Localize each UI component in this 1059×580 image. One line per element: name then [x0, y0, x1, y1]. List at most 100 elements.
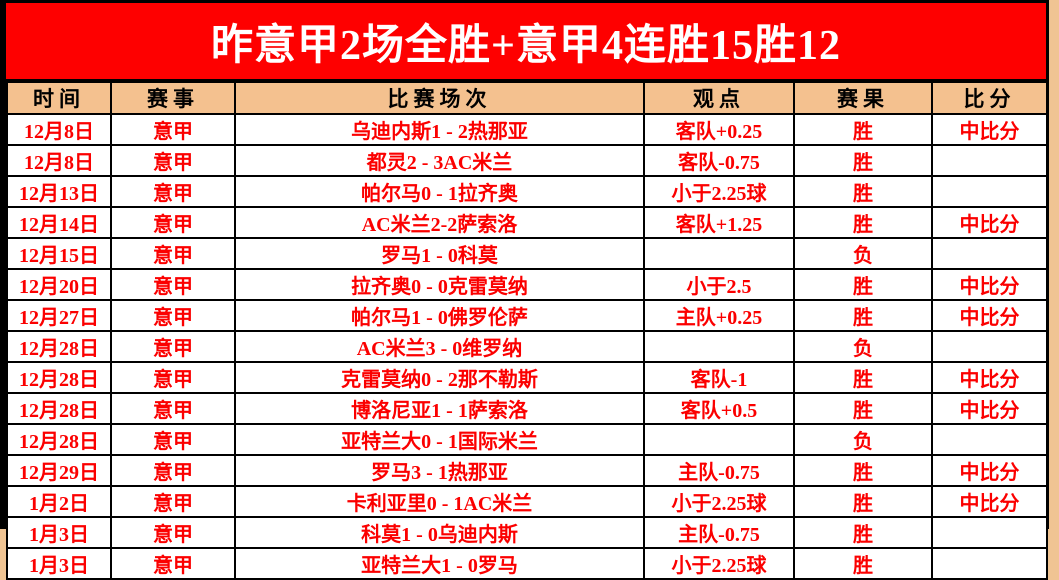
cell-score [931, 516, 1048, 549]
cell-match: 科莫1 - 0乌迪内斯 [234, 516, 645, 549]
cell-match: 亚特兰大1 - 0罗马 [234, 547, 645, 580]
cell-result: 胜 [793, 392, 933, 425]
table-row: 12月29日 意甲 罗马3 - 1热那亚 主队-0.75 胜 中比分 [6, 454, 1048, 487]
cell-view: 主队-0.75 [643, 516, 795, 549]
table-row: 12月28日 意甲 亚特兰大0 - 1国际米兰 负 [6, 423, 1048, 456]
cell-league: 意甲 [110, 268, 236, 301]
cell-date: 12月28日 [6, 392, 112, 425]
cell-match: 罗马3 - 1热那亚 [234, 454, 645, 487]
cell-result: 负 [793, 237, 933, 270]
cell-result: 负 [793, 423, 933, 456]
cell-match: 帕尔马0 - 1拉齐奥 [234, 175, 645, 208]
table-row: 12月20日 意甲 拉齐奥0 - 0克雷莫纳 小于2.5 胜 中比分 [6, 268, 1048, 301]
table-row: 12月28日 意甲 博洛尼亚1 - 1萨索洛 客队+0.5 胜 中比分 [6, 392, 1048, 425]
cell-result: 胜 [793, 268, 933, 301]
table-row: 12月15日 意甲 罗马1 - 0科莫 负 [6, 237, 1048, 270]
cell-score [931, 175, 1048, 208]
cell-result: 负 [793, 330, 933, 363]
cell-result: 胜 [793, 144, 933, 177]
column-header-result: 赛果 [793, 81, 933, 115]
table-header-row: 时间 赛事 比赛场次 观点 赛果 比分 [6, 81, 1048, 115]
table-row: 12月27日 意甲 帕尔马1 - 0佛罗伦萨 主队+0.25 胜 中比分 [6, 299, 1048, 332]
cell-date: 12月13日 [6, 175, 112, 208]
column-header-time: 时间 [6, 81, 112, 115]
cell-result: 胜 [793, 175, 933, 208]
cell-date: 12月8日 [6, 113, 112, 146]
cell-date: 1月3日 [6, 547, 112, 580]
cell-match: 罗马1 - 0科莫 [234, 237, 645, 270]
table-row: 1月3日 意甲 亚特兰大1 - 0罗马 小于2.25球 胜 [6, 547, 1048, 580]
cell-result: 胜 [793, 113, 933, 146]
cell-view [643, 330, 795, 363]
cell-score: 中比分 [931, 268, 1048, 301]
cell-score: 中比分 [931, 454, 1048, 487]
cell-score: 中比分 [931, 299, 1048, 332]
cell-league: 意甲 [110, 144, 236, 177]
cell-match: 拉齐奥0 - 0克雷莫纳 [234, 268, 645, 301]
cell-date: 12月8日 [6, 144, 112, 177]
cell-view: 主队+0.25 [643, 299, 795, 332]
cell-date: 12月27日 [6, 299, 112, 332]
results-table: 时间 赛事 比赛场次 观点 赛果 比分 12月8日 意甲 乌迪内斯1 - 2热那… [6, 81, 1048, 580]
cell-match: 克雷莫纳0 - 2那不勒斯 [234, 361, 645, 394]
cell-league: 意甲 [110, 423, 236, 456]
cell-view: 小于2.5 [643, 268, 795, 301]
cell-result: 胜 [793, 516, 933, 549]
results-table-body: 12月8日 意甲 乌迪内斯1 - 2热那亚 客队+0.25 胜 中比分 12月8… [6, 113, 1048, 580]
cell-result: 胜 [793, 454, 933, 487]
cell-score: 中比分 [931, 485, 1048, 518]
cell-score [931, 144, 1048, 177]
cell-result: 胜 [793, 206, 933, 239]
cell-date: 1月2日 [6, 485, 112, 518]
cell-result: 胜 [793, 485, 933, 518]
cell-score: 中比分 [931, 113, 1048, 146]
cell-date: 12月29日 [6, 454, 112, 487]
cell-view [643, 237, 795, 270]
cell-view: 客队+0.25 [643, 113, 795, 146]
column-header-score: 比分 [931, 81, 1048, 115]
cell-score: 中比分 [931, 392, 1048, 425]
cell-score [931, 423, 1048, 456]
cell-date: 1月3日 [6, 516, 112, 549]
cell-match: AC米兰2-2萨索洛 [234, 206, 645, 239]
cell-view: 小于2.25球 [643, 485, 795, 518]
table-row: 12月8日 意甲 都灵2 - 3AC米兰 客队-0.75 胜 [6, 144, 1048, 177]
cell-league: 意甲 [110, 299, 236, 332]
cell-view: 小于2.25球 [643, 175, 795, 208]
column-header-view: 观点 [643, 81, 795, 115]
column-header-match: 比赛场次 [234, 81, 645, 115]
cell-date: 12月28日 [6, 423, 112, 456]
cell-view: 小于2.25球 [643, 547, 795, 580]
table-row: 12月8日 意甲 乌迪内斯1 - 2热那亚 客队+0.25 胜 中比分 [6, 113, 1048, 146]
table-row: 12月28日 意甲 克雷莫纳0 - 2那不勒斯 客队-1 胜 中比分 [6, 361, 1048, 394]
cell-date: 12月28日 [6, 330, 112, 363]
column-header-league: 赛事 [110, 81, 236, 115]
cell-league: 意甲 [110, 361, 236, 394]
cell-score [931, 237, 1048, 270]
cell-league: 意甲 [110, 392, 236, 425]
cell-view: 主队-0.75 [643, 454, 795, 487]
table-row: 1月3日 意甲 科莫1 - 0乌迪内斯 主队-0.75 胜 [6, 516, 1048, 549]
cell-date: 12月14日 [6, 206, 112, 239]
title-banner: 昨意甲2场全胜+意甲4连胜15胜12 [6, 3, 1046, 81]
cell-score [931, 330, 1048, 363]
cell-score: 中比分 [931, 206, 1048, 239]
cell-date: 12月28日 [6, 361, 112, 394]
cell-match: 帕尔马1 - 0佛罗伦萨 [234, 299, 645, 332]
cell-view: 客队-1 [643, 361, 795, 394]
cell-match: 乌迪内斯1 - 2热那亚 [234, 113, 645, 146]
cell-match: 都灵2 - 3AC米兰 [234, 144, 645, 177]
cell-view: 客队+0.5 [643, 392, 795, 425]
cell-score [931, 547, 1048, 580]
cell-result: 胜 [793, 547, 933, 580]
table-row: 1月2日 意甲 卡利亚里0 - 1AC米兰 小于2.25球 胜 中比分 [6, 485, 1048, 518]
cell-league: 意甲 [110, 113, 236, 146]
cell-league: 意甲 [110, 175, 236, 208]
cell-league: 意甲 [110, 206, 236, 239]
cell-match: 亚特兰大0 - 1国际米兰 [234, 423, 645, 456]
cell-league: 意甲 [110, 516, 236, 549]
cell-result: 胜 [793, 361, 933, 394]
table-row: 12月14日 意甲 AC米兰2-2萨索洛 客队+1.25 胜 中比分 [6, 206, 1048, 239]
page-title: 昨意甲2场全胜+意甲4连胜15胜12 [211, 22, 841, 69]
